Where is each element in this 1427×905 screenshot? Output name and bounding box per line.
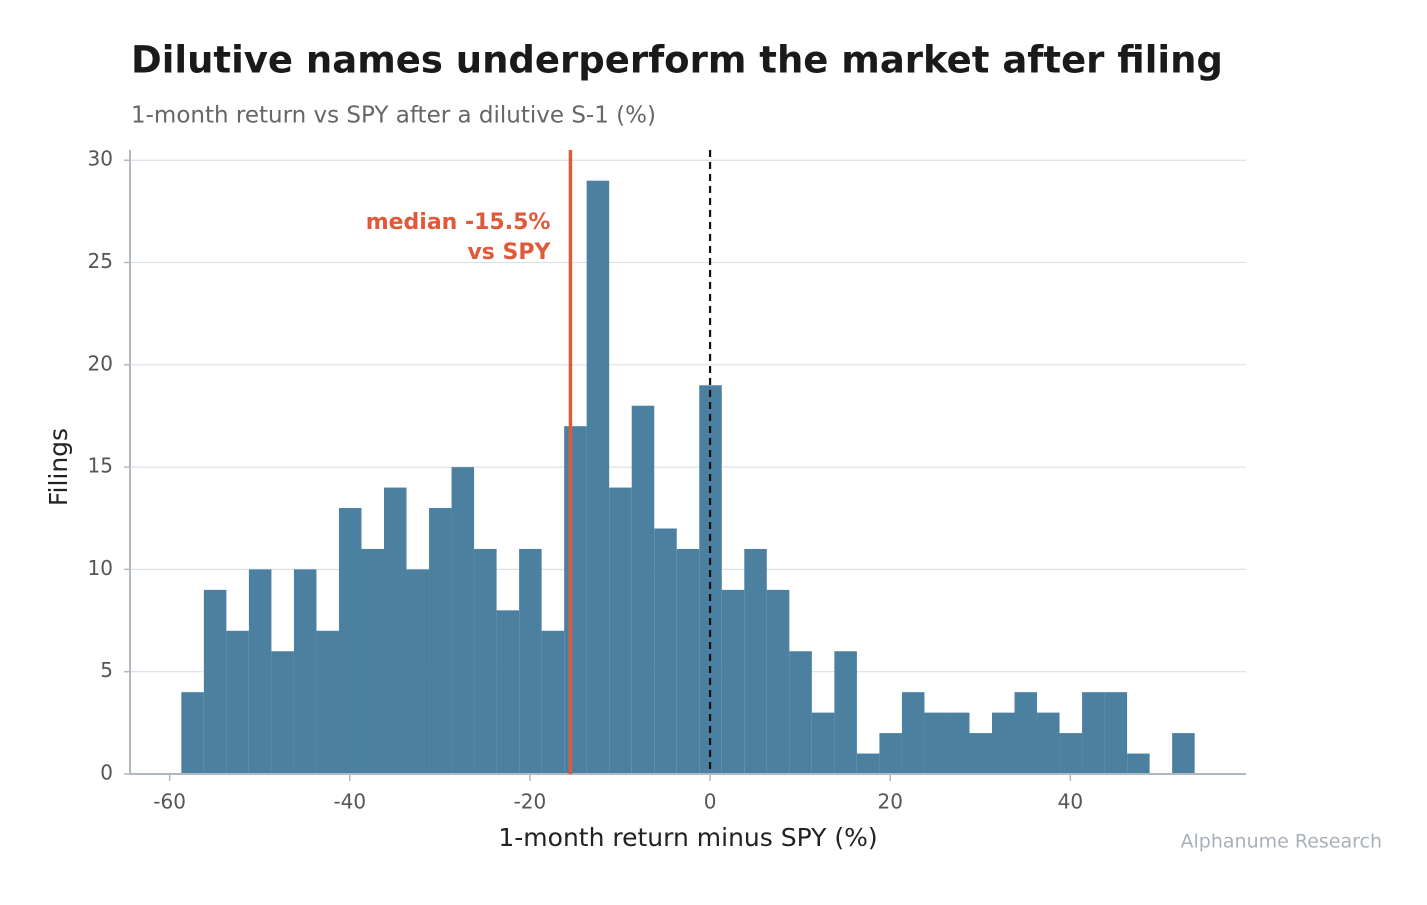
bar	[766, 589, 790, 774]
bar	[429, 508, 452, 774]
bar	[203, 589, 227, 774]
bar	[609, 487, 632, 774]
bar	[1037, 712, 1060, 774]
bar	[384, 487, 407, 774]
y-tick-label: 30	[88, 147, 113, 171]
bar	[1059, 733, 1083, 774]
bar	[1082, 692, 1105, 774]
bar	[496, 610, 520, 774]
bar	[924, 712, 947, 774]
reference-label: vs SPY	[467, 240, 551, 265]
bar	[1127, 753, 1150, 774]
bar	[699, 385, 722, 774]
bar	[474, 548, 497, 774]
bar	[834, 651, 857, 774]
x-tick-label: -40	[333, 790, 366, 814]
bar	[338, 508, 362, 774]
bar	[721, 589, 745, 774]
y-tick-label: 0	[100, 761, 113, 785]
source: Alphanume Research	[1181, 831, 1383, 853]
bar	[451, 467, 475, 774]
bar	[293, 569, 317, 774]
reference-label: median -15.5%	[366, 210, 551, 235]
x-tick-label: 0	[704, 790, 717, 814]
y-tick-label: 25	[88, 249, 113, 273]
bar	[1104, 692, 1128, 774]
bar	[406, 569, 430, 774]
bar	[654, 528, 677, 774]
chart-title: Dilutive names underperform the market a…	[131, 39, 1223, 82]
bar	[789, 651, 812, 774]
y-tick-label: 5	[100, 658, 113, 682]
x-tick-label: 40	[1058, 790, 1083, 814]
bar	[1172, 733, 1195, 774]
x-tick-label: -20	[514, 790, 547, 814]
bar	[856, 753, 880, 774]
y-tick-label: 10	[88, 556, 113, 580]
bar	[631, 405, 655, 774]
bar	[991, 712, 1015, 774]
bar	[586, 180, 610, 774]
bar	[946, 712, 970, 774]
x-axis-label: 1-month return minus SPY (%)	[498, 823, 877, 852]
y-axis-label: Filings	[44, 428, 73, 506]
x-tick-label: -60	[153, 790, 186, 814]
bar	[541, 630, 565, 774]
bar	[226, 630, 249, 774]
bar	[271, 651, 294, 774]
bar	[676, 548, 700, 774]
bar	[564, 426, 587, 774]
y-tick-label: 20	[88, 351, 113, 375]
bar	[1014, 692, 1038, 774]
bar	[969, 733, 992, 774]
chart-subtitle: 1-month return vs SPY after a dilutive S…	[131, 103, 656, 129]
bar	[811, 712, 835, 774]
bar	[248, 569, 272, 774]
x-tick-label: 20	[877, 790, 902, 814]
bar	[519, 548, 542, 774]
bar	[901, 692, 925, 774]
bar	[361, 548, 385, 774]
bar	[181, 692, 204, 774]
bar	[744, 548, 767, 774]
bar	[879, 733, 902, 774]
y-tick-label: 15	[88, 454, 113, 478]
bar	[316, 630, 339, 774]
